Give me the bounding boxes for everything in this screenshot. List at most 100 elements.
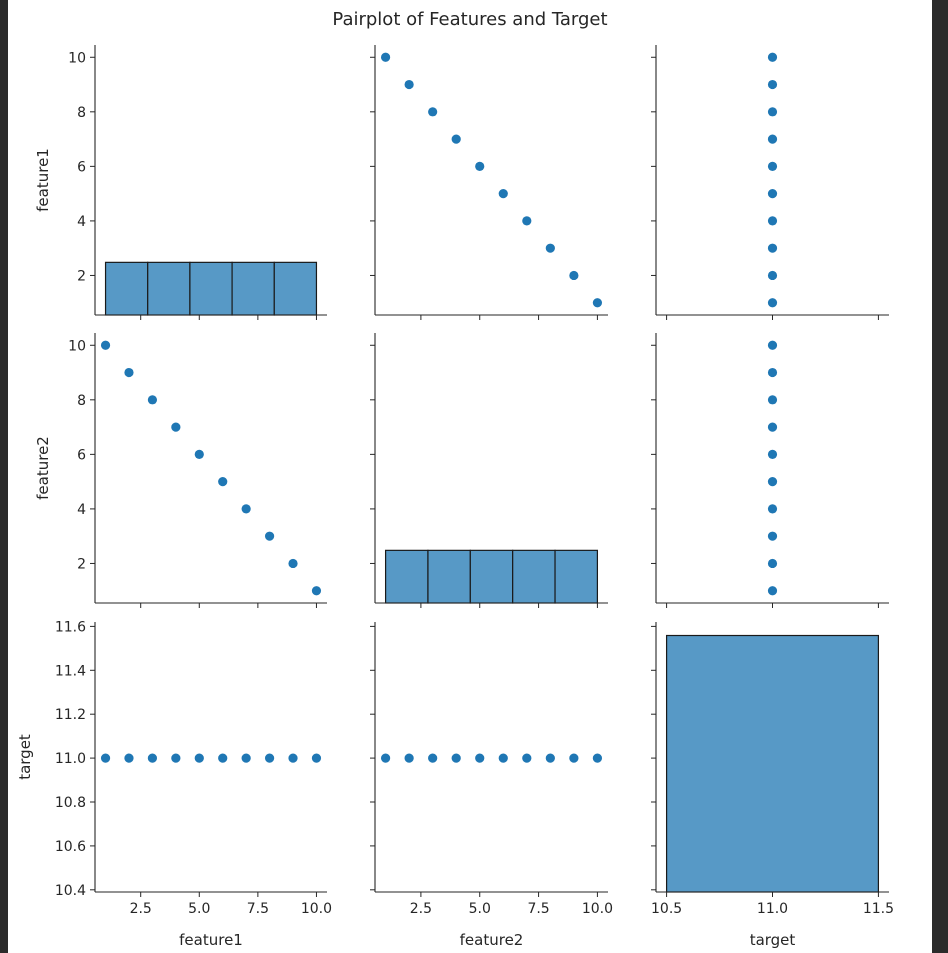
feature2-y-tick-label-3: 6 — [77, 447, 86, 463]
target-y-tick-label-4: 11.0 — [55, 751, 86, 767]
cell-feature1-vs-target-point-3 — [767, 243, 778, 253]
target-x-tick-label-1: 10.5 — [651, 901, 682, 917]
cell-feature2-vs-feature1-point-9 — [288, 558, 298, 569]
feature1-y-tick-label-2: 4 — [77, 214, 86, 230]
feature2-x-tick-label-4: 10.0 — [582, 901, 613, 917]
pairplot-figure: Pairplot of Features and Target 2 4 6 8 10 2 4 6… — [8, 0, 932, 953]
cell-feature2-vs-feature1-point-4 — [171, 422, 181, 432]
feature2-x-tick-label-2: 5.0 — [469, 901, 491, 917]
feature1-x-tick-label-3: 7.5 — [247, 901, 269, 917]
cell-feature2-vs-feature2-hist-bar-5 — [554, 549, 599, 604]
feature2-x-tick-label-1: 2.5 — [410, 901, 432, 917]
cell-feature2-vs-target-point-9 — [767, 558, 778, 569]
target-x-tick-label-3: 11.5 — [863, 901, 894, 917]
cell-target-vs-feature1-point-1 — [100, 753, 111, 763]
cell-feature1-vs-feature2-point-1 — [592, 298, 603, 308]
cell-target-vs-feature2-point-7 — [451, 753, 461, 763]
cell-feature2-vs-feature1-point-5 — [194, 449, 204, 459]
cell-target-vs-feature1-point-10 — [311, 753, 322, 763]
cell-feature1-vs-feature1-hist-bar-4 — [231, 261, 275, 316]
cell-feature2-vs-feature1-point-10 — [311, 586, 322, 596]
feature2-x-tick-label-3: 7.5 — [527, 901, 549, 917]
feature2-y-tick-label-1: 2 — [77, 556, 86, 572]
target-y-tick-label-2: 10.6 — [55, 839, 86, 855]
target-y-tick-label-1: 10.4 — [55, 883, 86, 899]
cell-feature1-vs-feature2-point-4 — [522, 216, 532, 226]
x-axis-label-feature1: feature1 — [179, 931, 243, 949]
cell-feature1-vs-feature2-point-9 — [404, 79, 414, 90]
cell-feature2-vs-target-point-1 — [767, 340, 778, 350]
cell-feature1-vs-target-point-2 — [767, 270, 778, 281]
cell-target-vs-feature2-point-3 — [545, 753, 555, 763]
cell-feature1-vs-feature1-hist-bar-3 — [189, 261, 233, 316]
feature1-x-tick-label-4: 10.0 — [301, 901, 332, 917]
cell-feature1-vs-feature2-point-7 — [451, 134, 461, 144]
cell-feature1-vs-feature2-point-3 — [545, 243, 555, 253]
feature2-y-tick-label-2: 4 — [77, 502, 86, 518]
cell-feature2-vs-feature1-point-2 — [124, 367, 134, 378]
target-y-tick-label-5: 11.2 — [55, 707, 86, 723]
cell-feature2-vs-target-point-3 — [767, 395, 778, 405]
y-axis-label-target: target — [16, 734, 34, 780]
cell-feature1-vs-target-point-8 — [767, 107, 778, 117]
cell-feature2-vs-feature2-hist-bar-2 — [427, 549, 471, 604]
cell-feature2-vs-target-point-2 — [767, 367, 778, 378]
x-axis-label-feature2: feature2 — [460, 931, 524, 949]
cell-target-vs-target-hist-bar-1 — [665, 634, 880, 893]
cell-feature1-vs-feature2-point-6 — [475, 161, 485, 171]
cell-target-vs-feature1-point-8 — [264, 753, 275, 763]
cell-target-vs-feature1-point-3 — [147, 753, 158, 763]
cell-feature2-vs-feature1-point-7 — [241, 504, 251, 514]
cell-feature2-vs-feature2-hist-bar-1 — [384, 549, 429, 604]
pairplot-chart: Pairplot of Features and Target 2 4 6 8 10 2 4 6… — [16, 9, 894, 949]
cell-feature1-vs-feature2-point-8 — [428, 107, 438, 117]
cell-feature1-vs-feature2-point-10 — [380, 52, 391, 62]
cell-feature1-vs-target-point-7 — [767, 134, 778, 144]
cell-target-vs-feature2-point-8 — [428, 753, 438, 763]
cell-feature2-vs-feature2-hist-bar-3 — [469, 549, 514, 604]
cell-feature2-vs-target-point-8 — [767, 531, 778, 541]
chart-title: Pairplot of Features and Target — [332, 9, 607, 30]
feature1-y-tick-label-4: 8 — [77, 105, 86, 121]
cell-feature1-vs-target-point-10 — [767, 52, 778, 62]
cell-target-vs-feature1-point-9 — [288, 753, 298, 763]
feature1-y-tick-label-1: 2 — [77, 268, 86, 284]
cell-target-vs-feature2-point-1 — [592, 753, 603, 763]
target-y-tick-label-6: 11.4 — [55, 663, 86, 679]
target-x-tick-label-2: 11.0 — [757, 901, 788, 917]
cell-feature2-vs-target-point-6 — [767, 477, 778, 487]
cell-feature1-vs-feature2-point-2 — [569, 270, 579, 281]
cell-feature1-vs-target-point-6 — [767, 161, 778, 171]
cell-feature2-vs-feature1-point-1 — [100, 340, 111, 350]
cell-target-vs-feature1-point-5 — [194, 753, 204, 763]
cell-target-vs-feature2-point-9 — [404, 753, 414, 763]
y-axis-label-feature1: feature1 — [34, 148, 52, 212]
feature1-x-tick-label-1: 2.5 — [130, 901, 152, 917]
feature1-x-tick-label-2: 5.0 — [188, 901, 210, 917]
target-y-tick-label-3: 10.8 — [55, 795, 86, 811]
cell-target-vs-feature1-point-4 — [171, 753, 181, 763]
cell-feature2-vs-feature2-hist-bar-4 — [512, 549, 556, 604]
cell-target-vs-feature2-point-6 — [475, 753, 485, 763]
cell-feature2-vs-feature1-point-8 — [264, 531, 275, 541]
cell-feature1-vs-target-point-1 — [767, 298, 778, 308]
cell-feature2-vs-target-point-5 — [767, 449, 778, 459]
cell-feature1-vs-feature1-hist-bar-2 — [147, 261, 191, 316]
y-axis-label-feature2: feature2 — [34, 436, 52, 500]
cell-feature1-vs-target-point-4 — [767, 216, 778, 226]
cell-target-vs-feature1-point-6 — [218, 753, 228, 763]
cell-target-vs-feature2-point-10 — [380, 753, 391, 763]
cell-target-vs-feature2-point-5 — [498, 753, 508, 763]
cell-feature2-vs-feature1-point-6 — [218, 477, 228, 487]
cell-target-vs-feature2-point-4 — [522, 753, 532, 763]
x-axis-label-target: target — [750, 931, 796, 949]
cell-feature2-vs-target-point-10 — [767, 586, 778, 596]
feature2-y-tick-label-4: 8 — [77, 393, 86, 409]
cell-feature1-vs-target-point-5 — [767, 189, 778, 199]
cell-feature2-vs-feature1-point-3 — [147, 395, 158, 405]
cell-feature1-vs-feature1-hist-bar-1 — [104, 261, 149, 316]
cell-feature1-vs-feature1-hist-bar-5 — [273, 261, 318, 316]
cell-feature1-vs-feature2-point-5 — [498, 189, 508, 199]
cell-feature2-vs-target-point-7 — [767, 504, 778, 514]
cell-target-vs-feature1-point-2 — [124, 753, 134, 763]
